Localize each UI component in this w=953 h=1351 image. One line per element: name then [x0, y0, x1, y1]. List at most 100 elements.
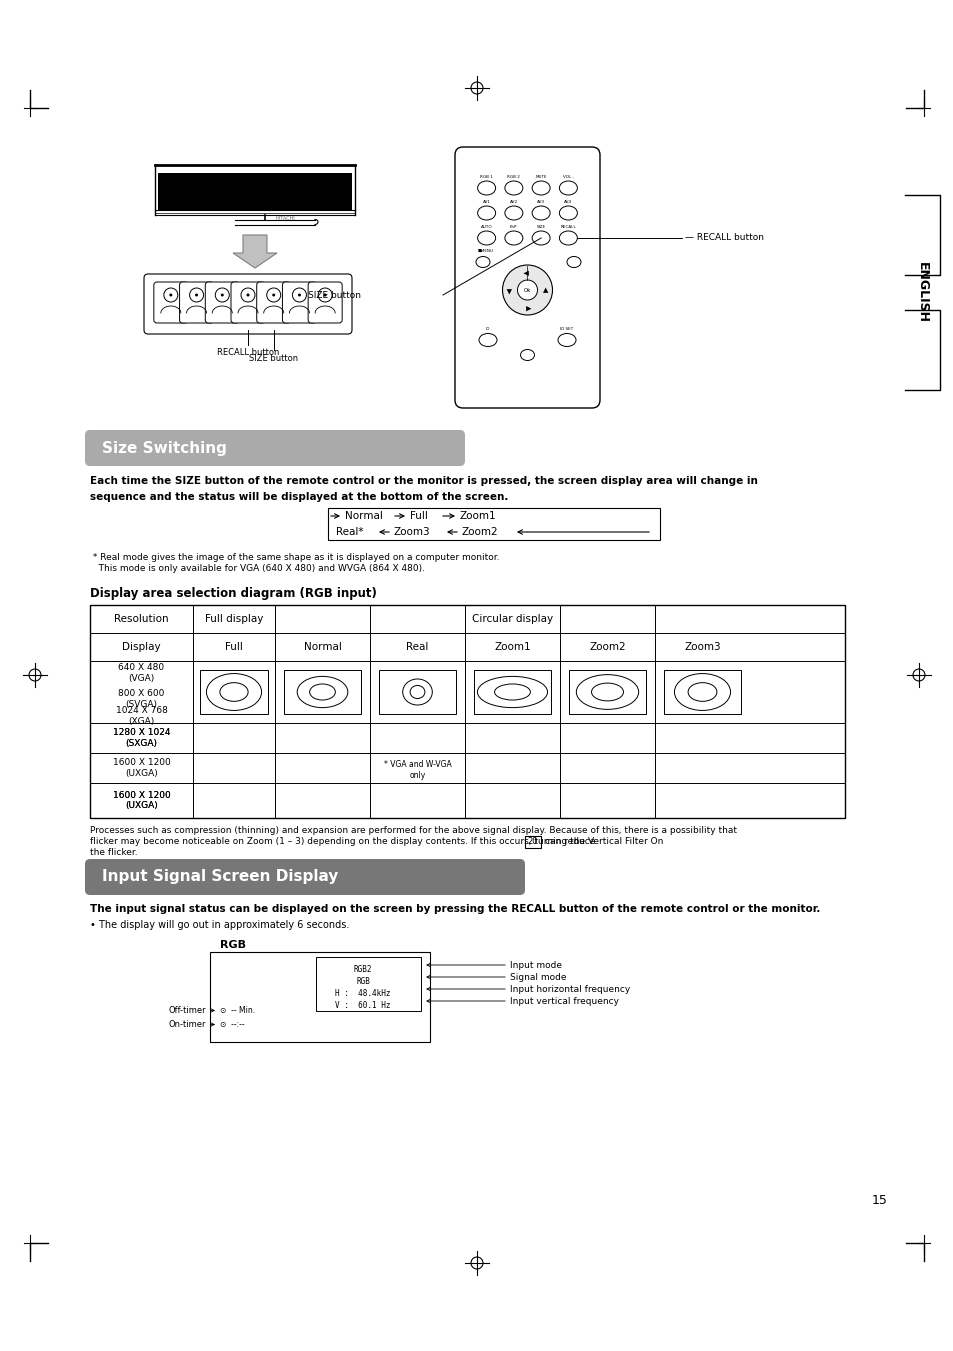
Ellipse shape	[504, 205, 522, 220]
Text: 1600 X 1200
(UXGA): 1600 X 1200 (UXGA)	[112, 790, 171, 811]
Circle shape	[170, 293, 172, 296]
Text: Zoom2: Zoom2	[461, 527, 498, 536]
Text: Signal mode: Signal mode	[510, 973, 566, 981]
FancyBboxPatch shape	[231, 282, 265, 323]
Ellipse shape	[477, 231, 496, 245]
Text: 640 X 480
(VGA): 640 X 480 (VGA)	[118, 663, 164, 682]
Bar	[473, 670, 551, 713]
Text: The input signal status can be displayed on the screen by pressing the RECALL bu: The input signal status can be displayed…	[90, 904, 820, 915]
Ellipse shape	[558, 231, 577, 245]
Ellipse shape	[478, 334, 497, 346]
Text: 1024 X 768
(XGA): 1024 X 768 (XGA)	[115, 707, 168, 725]
Text: Zoom1: Zoom1	[459, 511, 497, 521]
Text: ▲: ▲	[524, 269, 530, 274]
Text: SIZE button: SIZE button	[308, 290, 360, 300]
Text: ID SET: ID SET	[559, 327, 573, 331]
Circle shape	[517, 280, 537, 300]
Text: RGB: RGB	[220, 940, 246, 950]
Circle shape	[220, 293, 224, 296]
Circle shape	[502, 265, 552, 315]
Text: RECALL: RECALL	[560, 226, 576, 230]
FancyBboxPatch shape	[256, 282, 291, 323]
Text: 20: 20	[527, 838, 537, 847]
Bar	[378, 670, 456, 713]
Text: RGB 2: RGB 2	[507, 176, 519, 178]
Ellipse shape	[558, 181, 577, 195]
Text: can reduce: can reduce	[544, 838, 595, 846]
Ellipse shape	[532, 181, 550, 195]
Ellipse shape	[566, 257, 580, 267]
Text: 800 X 600
(SVGA): 800 X 600 (SVGA)	[118, 689, 165, 709]
Text: • The display will go out in approximately 6 seconds.: • The display will go out in approximate…	[90, 920, 349, 929]
Text: Normal: Normal	[303, 642, 341, 653]
Text: * VGA and W-VGA
only: * VGA and W-VGA only	[383, 761, 451, 780]
Text: 15: 15	[871, 1193, 887, 1206]
Text: ■MENU: ■MENU	[477, 249, 494, 253]
Text: 1600 X 1200
(UXGA): 1600 X 1200 (UXGA)	[112, 758, 171, 778]
Text: SIZE button: SIZE button	[249, 354, 298, 363]
Bar	[328, 508, 659, 540]
Text: Full display: Full display	[205, 613, 263, 624]
FancyBboxPatch shape	[455, 147, 599, 408]
Ellipse shape	[504, 181, 522, 195]
Text: IO: IO	[485, 327, 490, 331]
Ellipse shape	[532, 231, 550, 245]
FancyBboxPatch shape	[85, 430, 464, 466]
FancyBboxPatch shape	[179, 282, 213, 323]
Ellipse shape	[532, 205, 550, 220]
Text: Real: Real	[406, 642, 428, 653]
FancyBboxPatch shape	[205, 282, 239, 323]
Ellipse shape	[477, 181, 496, 195]
Text: AV2: AV2	[509, 200, 517, 204]
Text: Processes such as compression (thinning) and expansion are performed for the abo: Processes such as compression (thinning)…	[90, 825, 737, 835]
Text: RGB 1: RGB 1	[479, 176, 493, 178]
Circle shape	[272, 293, 274, 296]
Text: — RECALL button: — RECALL button	[684, 234, 763, 242]
Text: Zoom2: Zoom2	[589, 642, 625, 653]
Text: 1600 X 1200
(UXGA): 1600 X 1200 (UXGA)	[112, 790, 171, 811]
Text: Circular display: Circular display	[472, 613, 553, 624]
Text: * Real mode gives the image of the same shape as it is displayed on a computer m: * Real mode gives the image of the same …	[90, 553, 499, 562]
Text: Full: Full	[225, 642, 243, 653]
Circle shape	[323, 293, 326, 296]
Text: ⊙  -- Min.: ⊙ -- Min.	[220, 1006, 254, 1015]
Circle shape	[246, 293, 250, 296]
Text: RGB2: RGB2	[354, 965, 372, 974]
Text: RECALL button: RECALL button	[216, 349, 279, 357]
Text: 1280 X 1024
(SXGA): 1280 X 1024 (SXGA)	[112, 728, 170, 747]
Bar	[283, 670, 361, 713]
Text: AUTO: AUTO	[480, 226, 492, 230]
Text: V :  60.1 Hz: V : 60.1 Hz	[335, 1001, 391, 1011]
Bar	[568, 670, 646, 713]
Ellipse shape	[504, 231, 522, 245]
Text: RGB: RGB	[355, 977, 370, 986]
Text: Display area selection diagram (RGB input): Display area selection diagram (RGB inpu…	[90, 586, 376, 600]
Polygon shape	[233, 235, 276, 267]
Text: AV3: AV3	[537, 200, 544, 204]
Text: H :  48.4kHz: H : 48.4kHz	[335, 989, 391, 998]
Text: Zoom1: Zoom1	[494, 642, 530, 653]
Text: 1280 X 1024
(SXGA): 1280 X 1024 (SXGA)	[112, 728, 170, 747]
Text: On-timer: On-timer	[169, 1020, 206, 1029]
Text: Input Signal Screen Display: Input Signal Screen Display	[102, 870, 338, 885]
Text: MUTE: MUTE	[535, 176, 546, 178]
Text: Normal: Normal	[345, 511, 382, 521]
Ellipse shape	[476, 257, 490, 267]
Text: ▲: ▲	[524, 305, 530, 311]
Ellipse shape	[558, 205, 577, 220]
Text: ⊙  --:--: ⊙ --:--	[220, 1020, 244, 1029]
Text: Full: Full	[410, 511, 428, 521]
Text: PnP: PnP	[510, 226, 517, 230]
Text: AV4: AV4	[564, 200, 572, 204]
Ellipse shape	[477, 205, 496, 220]
FancyBboxPatch shape	[153, 282, 188, 323]
Bar	[90, 605, 844, 817]
Text: AV1: AV1	[482, 200, 490, 204]
Text: VOL -: VOL -	[562, 176, 574, 178]
Text: Zoom3: Zoom3	[394, 527, 430, 536]
Bar	[524, 836, 540, 848]
Text: SIZE: SIZE	[536, 226, 545, 230]
Text: Each time the SIZE button of the remote control or the monitor is pressed, the s: Each time the SIZE button of the remote …	[90, 476, 757, 486]
Text: Input vertical frequency: Input vertical frequency	[510, 997, 618, 1005]
Text: Input mode: Input mode	[510, 961, 561, 970]
